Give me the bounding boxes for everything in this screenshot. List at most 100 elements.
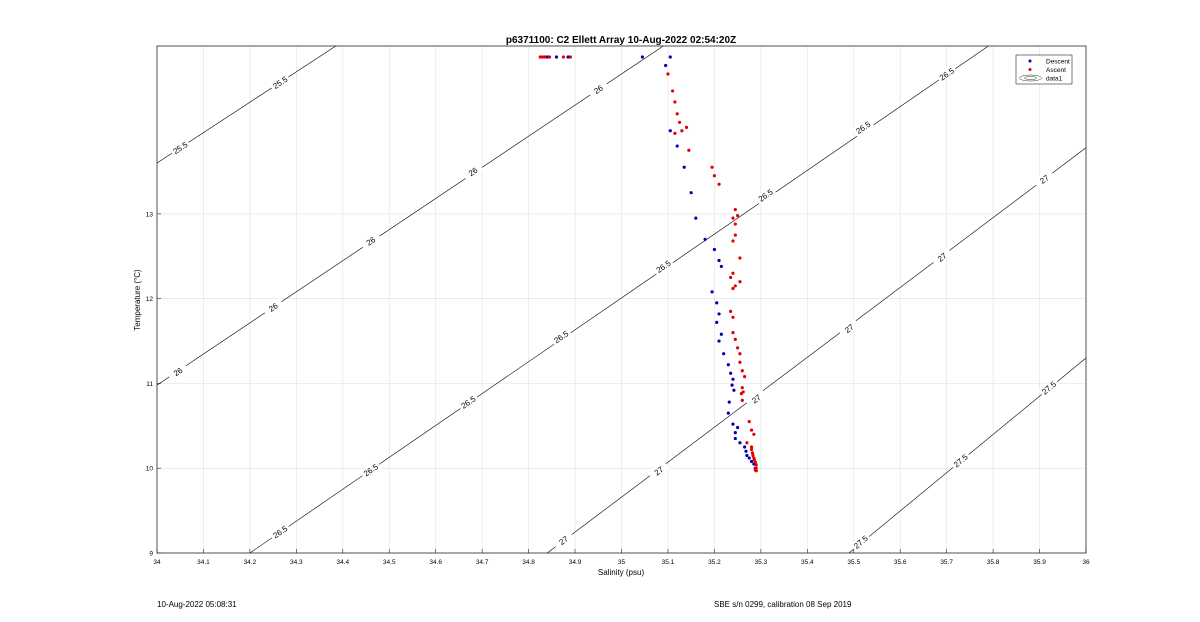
descent-point — [719, 264, 723, 269]
contour-label-bg — [262, 297, 284, 317]
descent-point — [730, 383, 734, 387]
descent-point — [717, 312, 721, 316]
ascent-point — [736, 213, 740, 218]
x-tick-label: 34.8 — [522, 559, 535, 566]
x-tick-label: 34.2 — [244, 559, 257, 566]
x-tick-label: 35.2 — [708, 559, 721, 566]
ascent-point — [738, 256, 742, 260]
contour-label-bg — [269, 73, 291, 92]
descent-point — [727, 400, 731, 404]
descent-point — [722, 352, 726, 356]
ascent-point — [740, 386, 744, 390]
ascent-point — [749, 445, 754, 449]
descent-point — [731, 377, 735, 381]
descent-point — [668, 129, 672, 133]
x-tick-label: 34 — [153, 559, 161, 566]
descent-point — [736, 425, 740, 430]
y-axis-label: Temperature (°C) — [133, 269, 142, 331]
x-tick-label: 35.4 — [801, 559, 814, 566]
descent-point — [554, 55, 559, 59]
descent-point — [715, 301, 719, 305]
x-tick-label: 34.6 — [429, 559, 442, 566]
x-tick-label: 35.8 — [987, 559, 1000, 566]
ascent-point — [731, 239, 735, 243]
ascent-point — [733, 222, 737, 226]
ascent-point — [540, 55, 545, 59]
y-tick-label: 9 — [149, 551, 153, 558]
ascent-point — [687, 148, 691, 152]
ascent-point — [710, 165, 714, 169]
ascent-point — [670, 89, 675, 93]
contour-label-bg — [647, 461, 670, 481]
descent-point — [738, 441, 742, 445]
grid-lines — [157, 46, 1086, 553]
contour-line-26 — [156, 45, 664, 386]
contour-label-bg — [269, 522, 291, 542]
ascent-point — [738, 360, 742, 364]
contour-label-bg — [359, 231, 382, 251]
y-tick-label: 10 — [146, 466, 154, 473]
contour-label-bg — [1033, 169, 1055, 189]
descent-point — [744, 449, 748, 453]
descent-point — [710, 290, 714, 294]
ascent-point — [717, 182, 721, 186]
ascent-point — [731, 271, 735, 275]
contour-label-bg — [359, 460, 382, 480]
descent-point — [726, 411, 730, 415]
ascent-point — [733, 284, 737, 288]
ascent-point — [736, 346, 740, 350]
ascent-point — [547, 55, 552, 59]
x-tick-label: 35.7 — [940, 559, 953, 566]
legend-data1-label: data1 — [1046, 76, 1063, 83]
descent-point — [717, 258, 721, 263]
x-tick-label: 35.6 — [894, 559, 907, 566]
ascent-point — [561, 55, 566, 59]
ascent-point — [753, 468, 757, 472]
x-tick-label: 35.3 — [755, 559, 768, 566]
ascent-point — [733, 208, 737, 212]
data-points — [538, 55, 758, 473]
descent-point — [717, 339, 721, 343]
contour-label-bg — [457, 392, 480, 412]
descent-point — [749, 459, 754, 464]
contour-label-bg — [462, 162, 484, 181]
y-tick-label: 13 — [146, 211, 154, 218]
descent-point — [682, 165, 686, 169]
ascent-point — [729, 275, 733, 280]
ascent-point — [733, 337, 737, 341]
ascent-point — [666, 72, 670, 76]
ascent-point — [752, 458, 756, 462]
ascent-point — [568, 55, 573, 59]
ascent-point — [673, 100, 677, 104]
ascent-point — [731, 216, 735, 220]
descent-point — [566, 55, 570, 59]
contour-label-bg — [935, 64, 958, 84]
descent-point — [726, 363, 730, 367]
ascent-point — [538, 55, 542, 59]
legend-ascent-marker — [1028, 68, 1032, 71]
descent-point — [675, 144, 679, 148]
x-axis-label: Salinity (psu) — [598, 568, 645, 577]
ascent-point — [747, 419, 751, 424]
descent-point — [664, 63, 668, 68]
contour-label-bg — [850, 532, 872, 552]
ascent-point — [750, 451, 755, 455]
contour-line-27 — [546, 147, 1087, 554]
x-tick-label: 35.9 — [1033, 559, 1046, 566]
contour-label-bg — [550, 327, 572, 347]
legend-data1-contour-icon — [1019, 74, 1042, 82]
ascent-point — [731, 286, 735, 291]
ascent-point — [749, 447, 754, 452]
contour-label-bg — [838, 318, 860, 338]
descent-point — [715, 320, 719, 324]
ascent-point — [673, 131, 677, 135]
descent-point — [729, 371, 733, 375]
ascent-point — [752, 432, 756, 436]
ascent-point — [753, 460, 757, 464]
x-tick-label: 34.3 — [290, 559, 303, 566]
descent-point — [703, 237, 707, 241]
ascent-point — [712, 174, 717, 178]
y-axis-ticks: 9 10 11 12 13 — [146, 211, 161, 558]
x-axis-ticks: 34 34.1 34.2 34.3 34.4 34.5 34.6 34.7 34.8 34.9 35… — [153, 549, 1090, 566]
descent-point — [719, 332, 723, 336]
